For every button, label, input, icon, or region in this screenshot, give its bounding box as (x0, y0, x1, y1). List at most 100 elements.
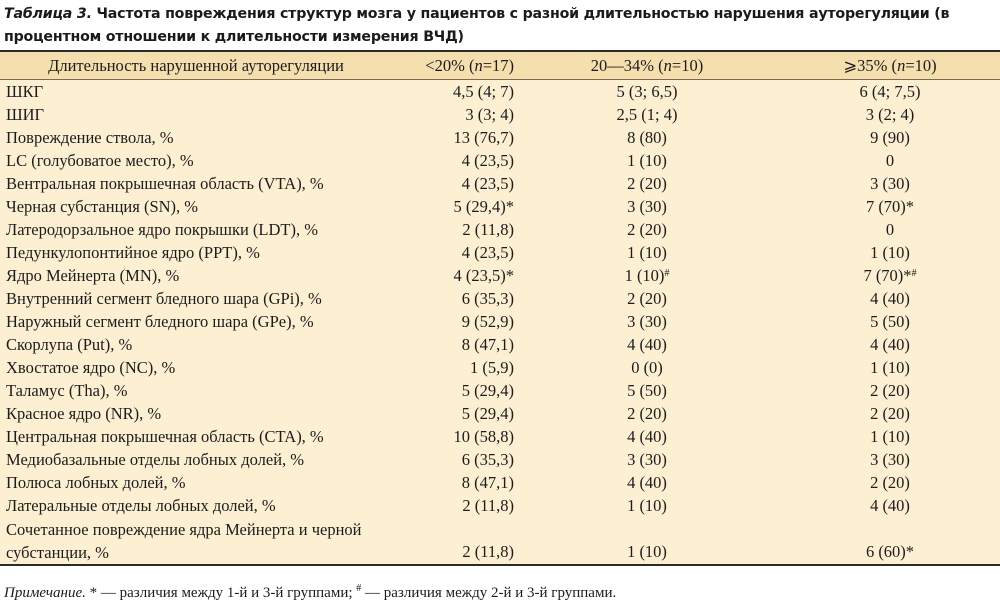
cell-group-3-value: 2 (20) (870, 472, 910, 492)
cell-group-2-value: 5 (3; 6,5) (616, 81, 678, 101)
cell-group-2-value: 2 (20) (627, 288, 667, 308)
cell-group-1: 4 (23,5) (392, 172, 514, 195)
table-row: Красное ядро (NR), % 5 (29,4) 2 (20) 2 (20) (0, 402, 1000, 425)
header-group-1: <20% (n=17) (392, 52, 514, 80)
cell-group-3-value: 4 (40) (870, 495, 910, 515)
cell-group-3: 1 (10) (780, 241, 1000, 264)
cell-group-3-value: 4 (40) (870, 334, 910, 354)
cell-group-1-value: 2 (11,8) (462, 219, 514, 239)
cell-group-1: 4 (23,5) (392, 149, 514, 172)
cell-group-2-value: 2 (20) (627, 173, 667, 193)
cell-group-2: 4 (40) (514, 471, 780, 494)
cell-group-3: 9 (90) (780, 126, 1000, 149)
cell-group-3: 5 (50) (780, 310, 1000, 333)
cell-group-2-value: 2,5 (1; 4) (616, 104, 678, 124)
cell-group-3: 2 (20) (780, 471, 1000, 494)
cell-group-3: 3 (30) (780, 172, 1000, 195)
cell-group-1-value: 2 (11,8) (462, 542, 514, 561)
cell-structure-name-value: Латеральные отделы лобных долей, % (6, 495, 276, 515)
cell-structure-name-value: Красное ядро (NR), % (6, 403, 162, 423)
cell-structure-name: Наружный сегмент бледного шара (GPe), % (0, 310, 392, 333)
cell-group-2: 4 (40) (514, 425, 780, 448)
cell-structure-name: Центральная покрышечная область (CTA), % (0, 425, 392, 448)
cell-group-3-value: 2 (20) (870, 403, 910, 423)
cell-structure-name: Скорлупа (Put), % (0, 333, 392, 356)
table-row-combined-damage: Сочетанное повреждение ядра Мейнерта и ч… (0, 517, 1000, 564)
cell-group-2-value: 0 (0) (631, 357, 663, 377)
cell-group-3: 2 (20) (780, 379, 1000, 402)
cell-group-1-value: 13 (76,7) (453, 127, 515, 147)
cell-group-2-value: 1 (10) (627, 542, 667, 561)
cell-group-1: 10 (58,8) (392, 425, 515, 448)
table-footnote: Примечание. * — различия между 1-й и 3-й… (4, 583, 994, 602)
cell-group-1-value: 4 (23,5)* (453, 265, 515, 285)
brain-damage-frequency-table: Длительность нарушенной ауторегуляции <2… (0, 52, 1000, 564)
cell-group-2: 1 (10)# (514, 264, 780, 287)
cell-group-3-value: 6 (4; 7,5) (859, 81, 921, 101)
cell-group-2-value: 5 (50) (627, 380, 667, 400)
cell-group-2-value: 1 (10) (627, 495, 667, 515)
cell-group-2: 2 (20) (514, 287, 780, 310)
cell-structure-name-value: Латеродорзальное ядро покрышки (LDT), % (6, 219, 318, 239)
table-row: Латеральные отделы лобных долей, % 2 (11,… (0, 494, 1000, 517)
table-row: Центральная покрышечная область (CTA), %… (0, 425, 1000, 448)
header-group-2-suffix: =10) (671, 55, 704, 75)
cell-group-1-value: 8 (47,1) (461, 334, 514, 354)
cell-group-3-value: 9 (90) (870, 127, 910, 147)
table-row: Латеродорзальное ядро покрышки (LDT), % 2… (0, 218, 1000, 241)
table-row: Внутренний сегмент бледного шара (GPi), … (0, 287, 1000, 310)
cell-group-2: 1 (10) (514, 241, 780, 264)
cell-group-1: 8 (47,1) (392, 471, 514, 494)
cell-group-1-value: 2 (11,8) (462, 495, 514, 515)
footnote-hash-mark: # (356, 583, 362, 594)
cell-structure-name: Медиобазальные отделы лобных долей, % (0, 448, 392, 471)
cell-group-1-value: 4 (23,5) (461, 173, 514, 193)
table-row: Ядро Мейнерта (MN), % 4 (23,5)* 1 (10)# 7 (… (0, 264, 1000, 287)
cell-group-1-value: 8 (47,1) (461, 472, 514, 492)
cell-structure-name: Педункулопонтийное ядро (PPT), % (0, 241, 392, 264)
cell-group-3-value: 5 (50) (870, 311, 910, 331)
table-row: Хвостатое ядро (NC), % 1 (5,9) 0 (0) 1 (10) (0, 356, 1000, 379)
cell-group-2: 5 (3; 6,5) (514, 80, 780, 104)
cell-structure-name-value: Черная субстанция (SN), % (6, 196, 199, 216)
data-table-container: Длительность нарушенной ауторегуляции <2… (0, 50, 1000, 566)
cell-group-1: 3 (3; 4) (392, 103, 514, 126)
cell-group-2: 0 (0) (514, 356, 780, 379)
cell-group-2-value: 3 (30) (627, 449, 667, 469)
cell-group-2: 3 (30) (514, 195, 780, 218)
cell-group-1: 8 (47,1) (392, 333, 514, 356)
cell-group-1: 2 (11,8) (392, 218, 514, 241)
cell-group-1: 6 (35,3) (392, 448, 514, 471)
cell-group-2: 3 (30) (514, 310, 780, 333)
cell-structure-name-value: Педункулопонтийное ядро (PPT), % (6, 242, 260, 262)
cell-group-3: 1 (10) (780, 425, 1000, 448)
cell-structure-name: Повреждение ствола, % (0, 126, 392, 149)
cell-group-2: 8 (80) (514, 126, 780, 149)
cell-group-2: 2,5 (1; 4) (514, 103, 780, 126)
cell-group-2-value: 4 (40) (627, 472, 667, 492)
cell-group-3-significance-mark: # (911, 267, 917, 279)
cell-group-3-value: 1 (10) (870, 426, 910, 446)
footnote-label: Примечание. (4, 585, 86, 601)
footnote-text-2: — различия между 2-й и 3-й группами. (361, 585, 617, 601)
cell-group-3-value: 7 (70)* (865, 196, 915, 216)
cell-structure-name: Красное ядро (NR), % (0, 402, 392, 425)
cell-group-2-value: 2 (20) (627, 403, 667, 423)
table-row: Скорлупа (Put), % 8 (47,1) 4 (40) 4 (40) (0, 333, 1000, 356)
cell-structure-name: LC (голубоватое место), % (0, 149, 392, 172)
footnote-text-1: * — различия между 1-й и 3-й группами; (85, 585, 357, 601)
header-group-3-suffix: =10) (905, 55, 937, 75)
cell-structure-name-value: Скорлупа (Put), % (6, 334, 133, 354)
header-group-2: 20—34% (n=10) (514, 52, 780, 80)
cell-group-3: 2 (20) (780, 402, 1000, 425)
cell-structure-name: ШИГ (0, 103, 392, 126)
cell-structure-name: Латеральные отделы лобных долей, % (0, 494, 392, 517)
cell-group-2-value: 3 (30) (627, 196, 667, 216)
cell-group-1: 5 (29,4)* (392, 195, 515, 218)
cell-group-2: 2 (20) (514, 172, 780, 195)
cell-group-1: 5 (29,4) (392, 379, 514, 402)
cell-group-1-value: 5 (29,4)* (453, 196, 515, 216)
table-header-row: Длительность нарушенной ауторегуляции <2… (0, 52, 1000, 80)
cell-structure-name: Сочетанное повреждение ядра Мейнерта и ч… (0, 517, 392, 564)
cell-group-1: 6 (35,3) (392, 287, 514, 310)
